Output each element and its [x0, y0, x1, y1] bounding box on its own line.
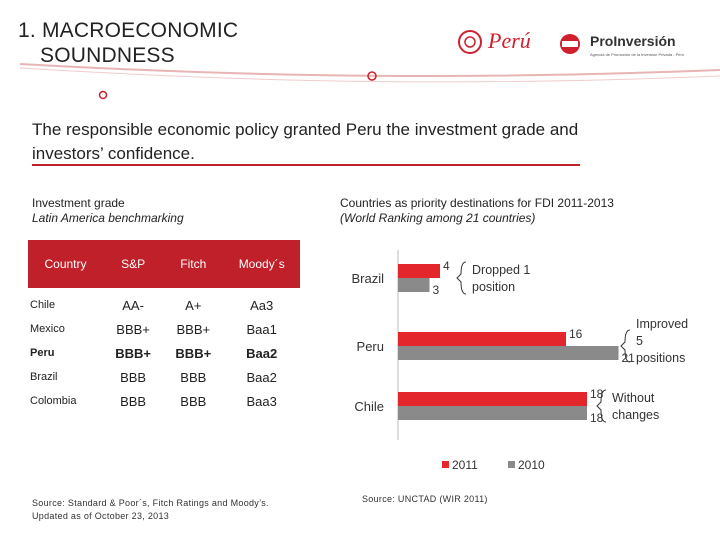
category-label: Chile: [354, 399, 384, 414]
investment-grade-heading: Investment grade Latin America benchmark…: [32, 196, 184, 226]
cell-moodys: Baa2: [246, 369, 277, 385]
slide-title: 1. MACROECONOMIC SOUNDNESS: [18, 18, 238, 68]
header-sp: S&P: [103, 240, 164, 288]
header-moodys: Moody´s: [223, 240, 300, 288]
header-decoration: [19, 30, 720, 100]
ratings-source-text: Source: Standard & Poor´s, Fitch Ratings…: [32, 498, 269, 508]
cell-moodys: Aa3: [250, 297, 274, 313]
cell-sp: BBB: [120, 369, 147, 385]
fdi-ranking-chart: Brazil 43 Dropped 1 position Peru 16 21Improve…: [351, 250, 688, 472]
annotation-bracket: [596, 389, 607, 423]
cell-country: Colombia: [30, 395, 77, 407]
bar-2011-chile: [398, 392, 587, 406]
legend-swatch-2010: [508, 461, 515, 468]
data-label: 4: [443, 259, 450, 273]
fdi-title: Countries as priority destinations for F…: [340, 196, 614, 210]
annotation-peru: Improved 5 positions: [636, 317, 688, 365]
title-line-1: 1. MACROECONOMIC: [18, 19, 239, 42]
cell-fitch: BBB+: [175, 345, 212, 361]
cell-sp: AA-: [122, 297, 144, 313]
cell-fitch: BBB: [180, 393, 207, 409]
fdi-heading: Countries as priority destinations for F…: [340, 196, 614, 226]
cell-fitch: BBB+: [176, 321, 211, 337]
data-label: 18: [590, 387, 604, 401]
table-row: Chile AA- A+ Aa3: [28, 288, 300, 317]
bar-2011-brazil: [398, 264, 440, 278]
cell-sp: BBB+: [116, 321, 150, 337]
cell-country: Chile: [30, 299, 56, 311]
legend-swatch-2011: [442, 461, 449, 468]
annotation-bracket: [620, 329, 631, 363]
investment-grade-subtitle: Latin America benchmarking: [32, 211, 184, 225]
category-label: Peru: [357, 339, 384, 354]
cell-country: Peru: [30, 347, 55, 359]
legend-label-2010: 2010: [518, 458, 545, 472]
cell-moodys: Baa2: [246, 345, 278, 361]
title-line-2: SOUNDNESS: [40, 44, 175, 67]
cell-moodys: Baa1: [246, 321, 277, 337]
cell-sp: BBB+: [115, 345, 151, 361]
table-row: Peru BBB+ BBB+ Baa2: [28, 341, 300, 365]
peru-logo: Perú: [488, 28, 531, 53]
annotation-bracket: [456, 261, 467, 295]
bar-2010-peru: [398, 346, 619, 360]
ratings-table: Country S&P Fitch Moody´s Chile AA- A+ Aa3 M…: [28, 240, 300, 413]
deco-circle-icon: [367, 71, 377, 81]
bar-2010-brazil: [398, 278, 430, 292]
cell-fitch: BBB: [180, 369, 207, 385]
cell-country: Mexico: [30, 323, 65, 335]
ratings-updated-text: Updated as of October 23, 2013: [32, 511, 170, 521]
data-label: 21: [622, 351, 636, 365]
data-label: 18: [590, 411, 604, 425]
table-row: Mexico BBB+ BBB+ Baa1: [28, 317, 300, 341]
headline-divider: [32, 164, 580, 166]
deco-circle-icon: [98, 90, 108, 100]
table-row: Colombia BBB BBB Baa3: [28, 389, 300, 413]
cell-sp: BBB: [120, 393, 147, 409]
header-fitch: Fitch: [163, 240, 224, 288]
table-row: Brazil BBB BBB Baa2: [28, 365, 300, 389]
headline: The responsible economic policy granted …: [32, 120, 579, 163]
data-label: 16: [569, 327, 583, 341]
table-header-row: Country S&P Fitch Moody´s: [28, 240, 300, 288]
header-country: Country: [28, 240, 103, 288]
legend-label-2011: 2011: [452, 458, 478, 472]
fdi-source: Source: UNCTAD (WIR 2011): [362, 494, 488, 504]
annotation-brazil: Dropped 1 position: [472, 263, 530, 294]
bar-2010-chile: [398, 406, 587, 420]
investment-grade-title: Investment grade: [32, 196, 125, 210]
cell-country: Brazil: [30, 371, 58, 383]
proinversion-logo: ProInversión: [590, 33, 676, 49]
data-label: 3: [433, 283, 440, 297]
annotation-chile: Without changes: [612, 391, 659, 422]
category-label: Brazil: [351, 271, 384, 286]
bar-2011-peru: [398, 332, 566, 346]
cell-moodys: Baa3: [246, 393, 277, 409]
peru-logo-swirl-icon: [458, 30, 482, 54]
proinversion-logo-subtitle: Agencia de Promoción de la Inversión Pri…: [590, 52, 685, 57]
cell-fitch: A+: [185, 297, 202, 313]
fdi-subtitle: (World Ranking among 21 countries): [340, 211, 536, 225]
ratings-source: Source: Standard & Poor´s, Fitch Ratings…: [32, 497, 269, 523]
